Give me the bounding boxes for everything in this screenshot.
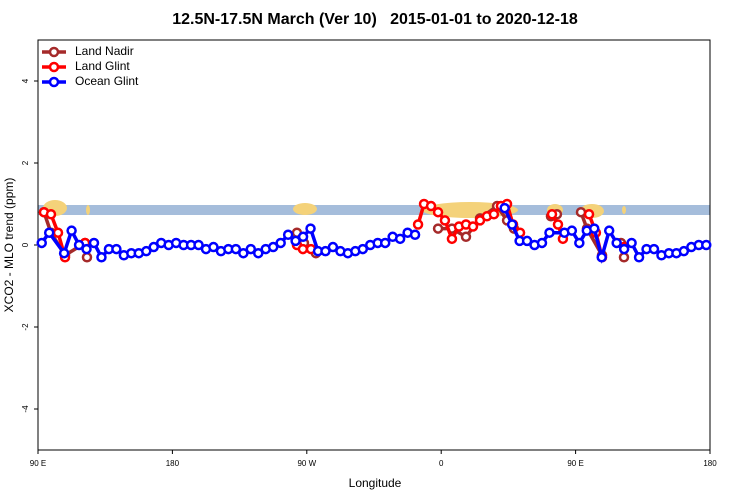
data-point (327, 241, 339, 253)
data-point (111, 243, 122, 255)
legend-label: Land Glint (75, 59, 130, 73)
x-tick-label: 90 W (297, 459, 316, 468)
data-point (45, 209, 57, 220)
data-point (267, 241, 279, 253)
x-tick-label: 0 (439, 459, 444, 468)
x-tick-label: 90 E (30, 459, 46, 468)
data-point (379, 237, 391, 249)
x-tick-label: 180 (703, 459, 717, 468)
data-point (394, 233, 406, 245)
data-point (574, 237, 585, 249)
data-point (566, 225, 578, 236)
data-point (88, 237, 100, 249)
chart-title: 12.5N-17.5N March (Ver 10) 2015-01-01 to… (172, 11, 578, 28)
data-point (488, 209, 500, 220)
data-point (521, 235, 533, 247)
land (622, 206, 626, 214)
x-axis-label: Longitude (349, 476, 402, 490)
data-point (193, 239, 204, 251)
data-point (460, 231, 472, 243)
legend-label: Land Nadir (75, 44, 134, 58)
legend-label: Ocean Glint (75, 74, 139, 88)
data-point (499, 202, 510, 214)
data-point (245, 243, 257, 255)
legend-marker (48, 46, 60, 58)
data-point (297, 231, 309, 243)
data-point (678, 245, 690, 257)
data-point (432, 206, 444, 218)
data-point (546, 209, 558, 220)
data-point (603, 225, 615, 236)
y-tick-label: -2 (21, 323, 30, 331)
data-point (141, 245, 152, 257)
data-point (81, 252, 93, 263)
data-point (626, 237, 637, 249)
x-tick-label: 90 E (567, 459, 583, 468)
data-point (52, 227, 64, 238)
y-axis-label: XCO2 - MLO trend (ppm) (2, 178, 16, 313)
data-point (297, 243, 309, 255)
data-point (596, 252, 607, 263)
data-point (238, 247, 249, 259)
data-point (96, 252, 107, 263)
data-point (357, 243, 369, 255)
y-tick-label: -4 (21, 405, 30, 413)
land (293, 203, 317, 215)
data-point (320, 245, 331, 257)
y-tick-label: 2 (21, 160, 30, 165)
data-point (36, 237, 47, 249)
data-point (432, 223, 444, 234)
map-strip (38, 200, 710, 218)
data-point (589, 223, 600, 234)
data-point (425, 200, 437, 212)
data-point (446, 233, 458, 245)
land (86, 205, 90, 215)
data-point (618, 252, 630, 263)
y-tick-label: 0 (21, 242, 30, 247)
ocean-strip (38, 205, 710, 215)
data-point (275, 237, 286, 249)
data-point (81, 243, 92, 255)
y-tick-label: 4 (21, 78, 30, 83)
data-point (701, 239, 712, 251)
data-point (290, 235, 301, 247)
data-point (611, 237, 622, 249)
data-point (439, 215, 451, 226)
data-point (412, 219, 424, 230)
legend-marker (48, 76, 60, 88)
data-point (467, 221, 479, 232)
data-point (66, 225, 77, 236)
x-tick-label: 180 (166, 459, 180, 468)
data-point (305, 223, 316, 234)
data-point (230, 243, 242, 255)
data-point (633, 252, 645, 263)
data-point (409, 229, 421, 240)
data-point (208, 241, 219, 253)
data-point (536, 237, 548, 249)
data-point (544, 227, 555, 238)
data-point (253, 247, 264, 259)
data-point (148, 241, 159, 253)
data-point (648, 243, 660, 255)
data-point (618, 243, 630, 255)
legend-marker (48, 61, 60, 73)
data-point (43, 227, 55, 238)
data-point (282, 229, 294, 240)
data-point (506, 219, 518, 230)
data-point (73, 239, 85, 251)
data-point (58, 247, 70, 259)
data-point (575, 206, 587, 218)
data-point (583, 209, 595, 220)
data-point (552, 219, 564, 230)
